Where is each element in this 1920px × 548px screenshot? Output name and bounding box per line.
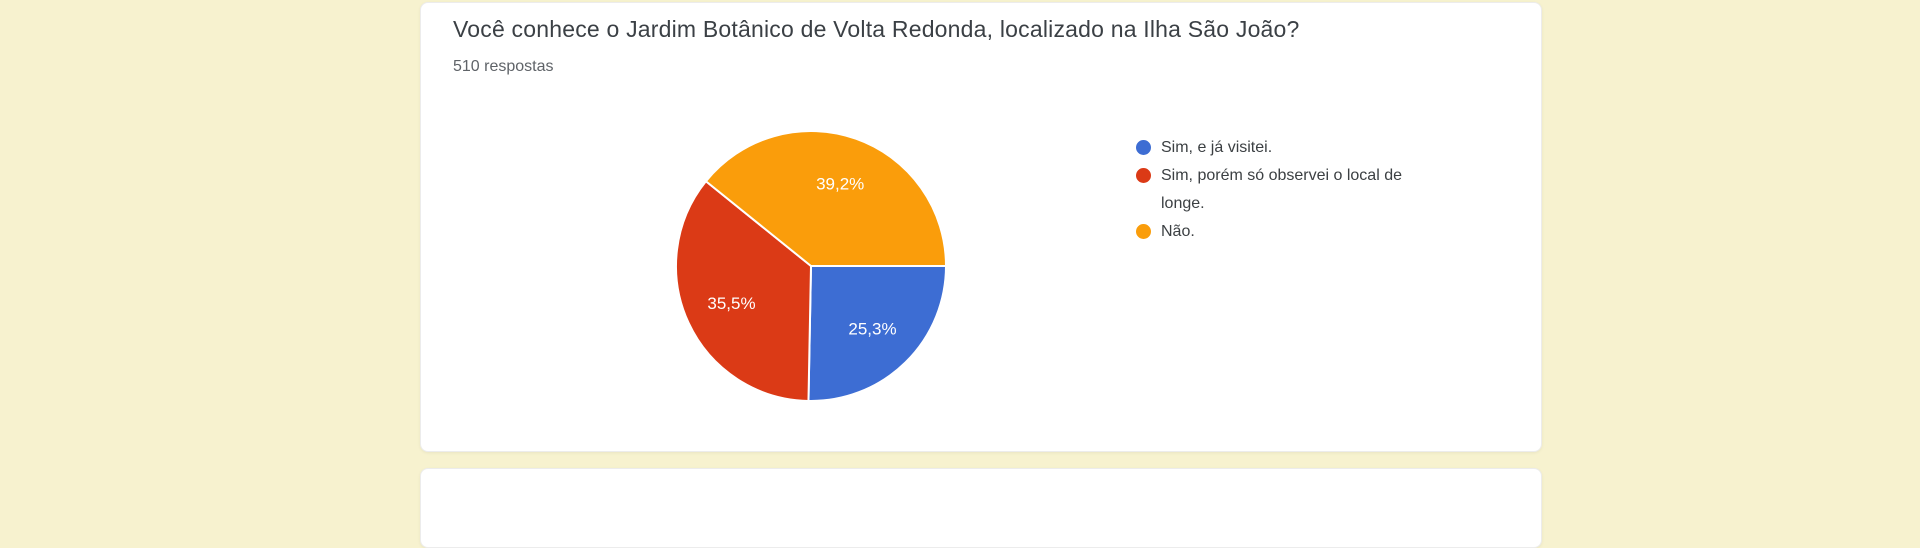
legend-item-0: Sim, e já visitei.	[1136, 134, 1431, 162]
next-question-card	[420, 468, 1542, 548]
responses-count: 510 respostas	[453, 58, 554, 75]
legend-item-1: Sim, porém só observei o local de longe.	[1136, 162, 1431, 218]
pie-slice-data-label: 35,5%	[707, 294, 755, 313]
legend-item-2: Não.	[1136, 218, 1431, 246]
legend-color-dot-icon	[1136, 168, 1151, 183]
legend-color-dot-icon	[1136, 140, 1151, 155]
legend-label: Sim, porém só observei o local de longe.	[1161, 167, 1402, 212]
pie-slice-2[interactable]	[704, 130, 947, 267]
pie-slice-data-label: 39,2%	[816, 174, 864, 193]
chart-legend: Sim, e já visitei. Sim, porém só observei…	[1136, 134, 1431, 246]
pie-slice-1[interactable]	[675, 180, 812, 402]
page-background: { "page": { "background_color": "#F7F2CF…	[420, 2, 1542, 548]
pie-chart[interactable]: 25,3% 35,5% 39,2%	[661, 116, 961, 416]
question-title: Você conhece o Jardim Botânico de Volta …	[453, 16, 1300, 42]
pie-slice-data-label: 25,3%	[848, 320, 896, 339]
legend-label: Não.	[1161, 223, 1195, 240]
pie-slice-0[interactable]	[807, 265, 947, 402]
legend-color-dot-icon	[1136, 224, 1151, 239]
question-results-card: Você conhece o Jardim Botânico de Volta …	[420, 2, 1542, 452]
legend-label: Sim, e já visitei.	[1161, 139, 1273, 156]
